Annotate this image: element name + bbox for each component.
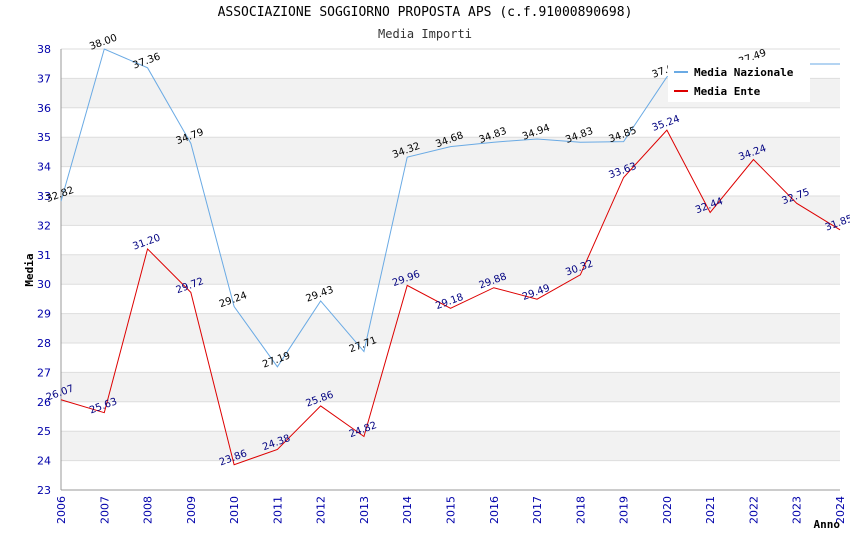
y-tick-label: 27 — [37, 366, 51, 379]
x-tick-label: 2008 — [142, 496, 155, 524]
x-tick-label: 2006 — [55, 496, 68, 524]
data-label: 29.49 — [521, 283, 552, 303]
legend: Media Nazionale Media Ente — [668, 60, 810, 102]
x-tick-label: 2015 — [445, 496, 458, 524]
y-tick-labels: 23 24 25 26 27 28 29 30 31 32 33 34 35 36 37 38 — [37, 43, 51, 497]
x-tick-label: 2021 — [704, 496, 717, 524]
data-label: 29.18 — [434, 292, 465, 312]
legend-entry: Media Ente — [694, 85, 761, 98]
x-tick-label: 2017 — [531, 496, 544, 524]
y-tick-label: 29 — [37, 308, 51, 321]
x-tick-labels: 2006 2007 2008 2009 2010 2011 2012 2013 2014 2015… — [55, 496, 847, 524]
x-tick-label: 2007 — [98, 496, 111, 524]
x-tick-label: 2016 — [488, 496, 501, 524]
grid-band — [61, 254, 840, 285]
x-tick-label: 2012 — [315, 496, 328, 524]
y-tick-label: 23 — [37, 484, 51, 497]
x-tick-label: 2020 — [661, 496, 674, 524]
y-tick-label: 35 — [37, 131, 51, 144]
y-tick-label: 32 — [37, 219, 51, 232]
y-tick-label: 33 — [37, 190, 51, 203]
chart-title: ASSOCIAZIONE SOGGIORNO PROPOSTA APS (c.f… — [217, 5, 633, 20]
grid-band — [61, 372, 840, 402]
y-tick-label: 36 — [37, 102, 51, 115]
x-tick-label: 2022 — [747, 496, 760, 524]
x-tick-label: 2019 — [618, 496, 631, 524]
y-axis-label: Media — [23, 253, 36, 286]
y-tick-label: 34 — [37, 161, 51, 174]
x-axis-label: Anno — [814, 518, 841, 531]
legend-box — [668, 60, 810, 102]
chart-subtitle: Media Importi — [378, 27, 472, 41]
x-tick-label: 2013 — [358, 496, 371, 524]
grid-band — [61, 313, 840, 343]
data-label: 29.24 — [218, 290, 249, 310]
y-tick-label: 38 — [37, 43, 51, 56]
axes — [60, 49, 840, 491]
data-label: 31.20 — [131, 233, 162, 253]
y-tick-label: 25 — [37, 425, 51, 438]
y-tick-label: 37 — [37, 72, 51, 85]
x-tick-label: 2010 — [228, 496, 241, 524]
x-tick-label: 2014 — [401, 496, 414, 524]
grid-band — [61, 137, 840, 167]
x-tick-label: 2009 — [185, 496, 198, 524]
y-tick-label: 28 — [37, 337, 51, 350]
x-tick-label: 2011 — [271, 496, 284, 524]
data-label: 38.00 — [88, 33, 119, 53]
y-tick-label: 26 — [37, 396, 51, 409]
x-tick-label: 2018 — [574, 496, 587, 524]
y-tick-label: 30 — [37, 278, 51, 291]
legend-entry: Media Nazionale — [694, 66, 794, 79]
x-tick-label: 2024 — [834, 496, 847, 524]
y-tick-label: 31 — [37, 249, 51, 262]
grid-band — [61, 431, 840, 461]
data-label: 37.36 — [131, 51, 162, 71]
grid-bands — [61, 78, 840, 461]
y-tick-label: 24 — [37, 455, 51, 468]
series-line-media-ente — [60, 129, 841, 466]
grid-band — [61, 196, 840, 226]
data-label: 27.19 — [261, 350, 292, 370]
x-tick-label: 2023 — [791, 496, 804, 524]
